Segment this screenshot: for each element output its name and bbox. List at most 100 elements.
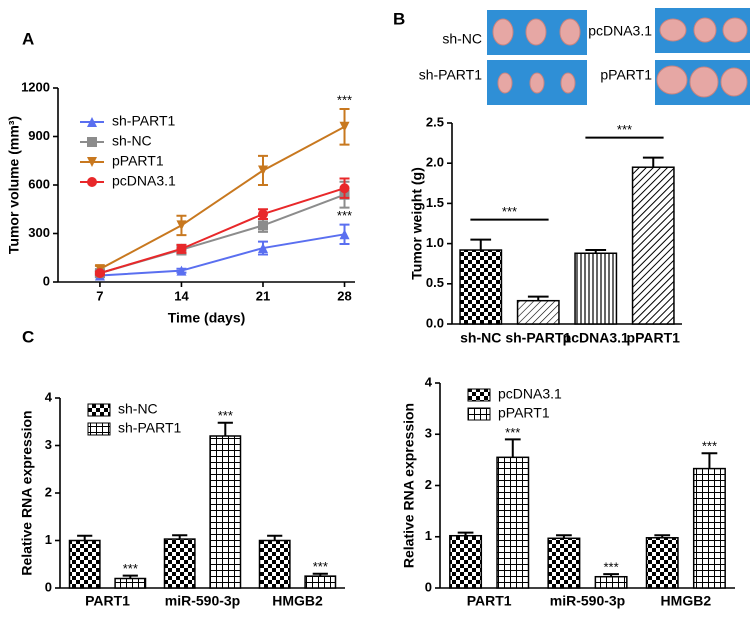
legend-swatch bbox=[87, 422, 111, 436]
y-tick-label: 1 bbox=[425, 528, 432, 543]
panel-label: C bbox=[22, 327, 34, 346]
bar bbox=[574, 252, 618, 325]
y-tick-label: 3 bbox=[45, 437, 52, 452]
y-tick-label: 300 bbox=[28, 225, 50, 240]
y-tick-label: 600 bbox=[28, 176, 50, 191]
y-axis-label: Relative RNA expression bbox=[19, 410, 35, 575]
annotation: *** bbox=[604, 560, 619, 575]
y-tick-label: 0.0 bbox=[426, 315, 444, 330]
x-tick-label: pPART1 bbox=[627, 330, 681, 346]
marker bbox=[87, 177, 97, 187]
bar bbox=[304, 575, 337, 589]
annotation: *** bbox=[123, 561, 138, 576]
x-tick-label: 28 bbox=[337, 288, 351, 303]
marker bbox=[257, 165, 268, 176]
y-tick-label: 1.5 bbox=[426, 195, 444, 210]
marker bbox=[94, 268, 105, 279]
y-axis-label: Tumor weight (g) bbox=[409, 167, 425, 280]
series-line bbox=[99, 125, 345, 270]
significance-label: *** bbox=[502, 204, 517, 219]
bar bbox=[163, 538, 196, 589]
x-tick-label: pcDNA3.1 bbox=[563, 330, 629, 346]
photo-label: sh-NC bbox=[442, 31, 482, 47]
x-tick-label: HMGB2 bbox=[661, 593, 712, 609]
y-axis-label: Relative RNA expression bbox=[401, 403, 417, 568]
legend-swatch bbox=[467, 388, 491, 402]
annotation: *** bbox=[505, 425, 520, 440]
error-bar bbox=[470, 238, 492, 251]
marker bbox=[87, 157, 97, 167]
x-tick-label: sh-NC bbox=[460, 330, 501, 346]
bar bbox=[258, 539, 291, 589]
marker bbox=[339, 183, 350, 194]
x-tick-label: HMGB2 bbox=[272, 593, 323, 609]
x-tick-label: 21 bbox=[256, 288, 270, 303]
series-line bbox=[99, 187, 345, 275]
panel-label: A bbox=[22, 29, 34, 48]
legend-label: pcDNA3.1 bbox=[498, 386, 562, 402]
significance-label: *** bbox=[617, 122, 632, 137]
x-tick-label: PART1 bbox=[467, 593, 512, 609]
y-tick-label: 2.5 bbox=[426, 114, 444, 129]
bar bbox=[114, 577, 147, 589]
y-tick-label: 0 bbox=[425, 579, 432, 594]
y-tick-label: 2 bbox=[45, 484, 52, 499]
marker bbox=[176, 265, 187, 276]
x-tick-label: 14 bbox=[174, 288, 189, 303]
bar bbox=[496, 456, 530, 589]
legend-label: pcDNA3.1 bbox=[112, 173, 176, 189]
x-tick-label: miR-590-3p bbox=[550, 593, 625, 609]
photo-label: pPART1 bbox=[600, 67, 652, 83]
y-tick-label: 2 bbox=[425, 477, 432, 492]
bar bbox=[547, 537, 581, 589]
marker bbox=[257, 243, 268, 254]
bar bbox=[68, 539, 101, 589]
y-axis-label: Tumor volume (mm³) bbox=[6, 116, 22, 254]
y-tick-label: 0.5 bbox=[426, 275, 444, 290]
y-tick-label: 1200 bbox=[21, 79, 50, 94]
legend-label: sh-NC bbox=[118, 401, 158, 417]
error-bar bbox=[217, 421, 233, 436]
marker bbox=[339, 229, 350, 240]
y-tick-label: 900 bbox=[28, 128, 50, 143]
panel-label: B bbox=[393, 9, 405, 28]
y-tick-label: 0 bbox=[45, 579, 52, 594]
series-line bbox=[99, 233, 345, 277]
marker bbox=[257, 220, 268, 231]
marker bbox=[87, 137, 97, 147]
bar bbox=[594, 575, 628, 589]
bar bbox=[449, 534, 483, 589]
x-tick-label: PART1 bbox=[85, 593, 130, 609]
marker bbox=[87, 117, 97, 127]
y-tick-label: 1.0 bbox=[426, 235, 444, 250]
y-tick-label: 1 bbox=[45, 532, 52, 547]
legend-label: sh-NC bbox=[112, 133, 152, 149]
y-tick-label: 2.0 bbox=[426, 155, 444, 170]
legend-swatch bbox=[87, 403, 111, 417]
error-bar bbox=[504, 438, 521, 458]
photo-label: pcDNA3.1 bbox=[588, 23, 652, 39]
legend-label: pPART1 bbox=[112, 153, 164, 169]
annotation: *** bbox=[337, 208, 352, 223]
x-tick-label: miR-590-3p bbox=[165, 593, 240, 609]
marker bbox=[257, 209, 268, 220]
annotation: *** bbox=[702, 439, 717, 454]
error-bar bbox=[267, 534, 283, 541]
error-bar bbox=[642, 156, 664, 168]
y-tick-label: 0 bbox=[43, 273, 50, 288]
y-tick-label: 4 bbox=[45, 389, 53, 404]
annotation: *** bbox=[313, 559, 328, 574]
error-bar bbox=[77, 534, 93, 541]
marker bbox=[339, 121, 350, 132]
tumor-photos bbox=[487, 8, 750, 105]
bar bbox=[209, 435, 242, 589]
y-tick-label: 3 bbox=[425, 426, 432, 441]
annotation: *** bbox=[337, 92, 352, 107]
bar bbox=[631, 166, 675, 325]
bar bbox=[516, 299, 560, 325]
annotation: *** bbox=[218, 408, 233, 423]
x-tick-label: 7 bbox=[96, 288, 103, 303]
